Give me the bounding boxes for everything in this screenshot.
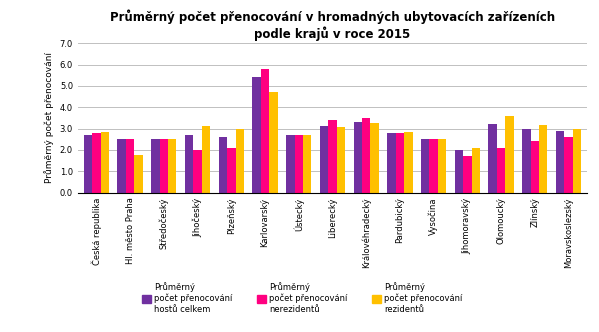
Bar: [463, 156, 471, 193]
Bar: [252, 77, 261, 193]
Bar: [227, 148, 235, 193]
Bar: [556, 131, 564, 193]
Bar: [151, 139, 160, 193]
Bar: [101, 132, 109, 193]
Bar: [193, 150, 202, 193]
Bar: [455, 150, 463, 193]
Bar: [269, 92, 278, 193]
Bar: [505, 116, 514, 193]
Bar: [362, 118, 370, 193]
Bar: [219, 137, 227, 193]
Bar: [573, 128, 581, 193]
Bar: [396, 133, 404, 193]
Bar: [134, 155, 143, 193]
Bar: [320, 126, 328, 193]
Bar: [404, 132, 413, 193]
Bar: [160, 139, 168, 193]
Bar: [488, 124, 497, 193]
Bar: [421, 139, 429, 193]
Bar: [84, 135, 92, 193]
Bar: [126, 139, 134, 193]
Bar: [168, 139, 177, 193]
Bar: [185, 135, 193, 193]
Bar: [295, 135, 303, 193]
Bar: [429, 139, 438, 193]
Bar: [531, 141, 539, 193]
Bar: [92, 133, 101, 193]
Bar: [497, 148, 505, 193]
Bar: [202, 126, 210, 193]
Bar: [235, 128, 244, 193]
Y-axis label: Průměrný počet přenocování: Průměrný počet přenocování: [44, 52, 54, 183]
Bar: [286, 135, 295, 193]
Bar: [370, 123, 379, 193]
Bar: [303, 135, 311, 193]
Bar: [353, 122, 362, 193]
Bar: [522, 128, 531, 193]
Bar: [261, 69, 269, 193]
Bar: [117, 139, 126, 193]
Bar: [438, 139, 446, 193]
Bar: [328, 120, 337, 193]
Legend: Průměrný
počet přenocování
hostů celkem, Průměrný
počet přenocování
nerezidentů,: Průměrný počet přenocování hostů celkem,…: [139, 279, 466, 317]
Title: Průměrný počet přenocování v hromadných ubytovacích zařízeních
podle krajů v roc: Průměrný počet přenocování v hromadných …: [110, 9, 555, 41]
Bar: [564, 137, 573, 193]
Bar: [387, 133, 396, 193]
Bar: [471, 148, 480, 193]
Bar: [337, 127, 345, 193]
Bar: [539, 125, 547, 193]
